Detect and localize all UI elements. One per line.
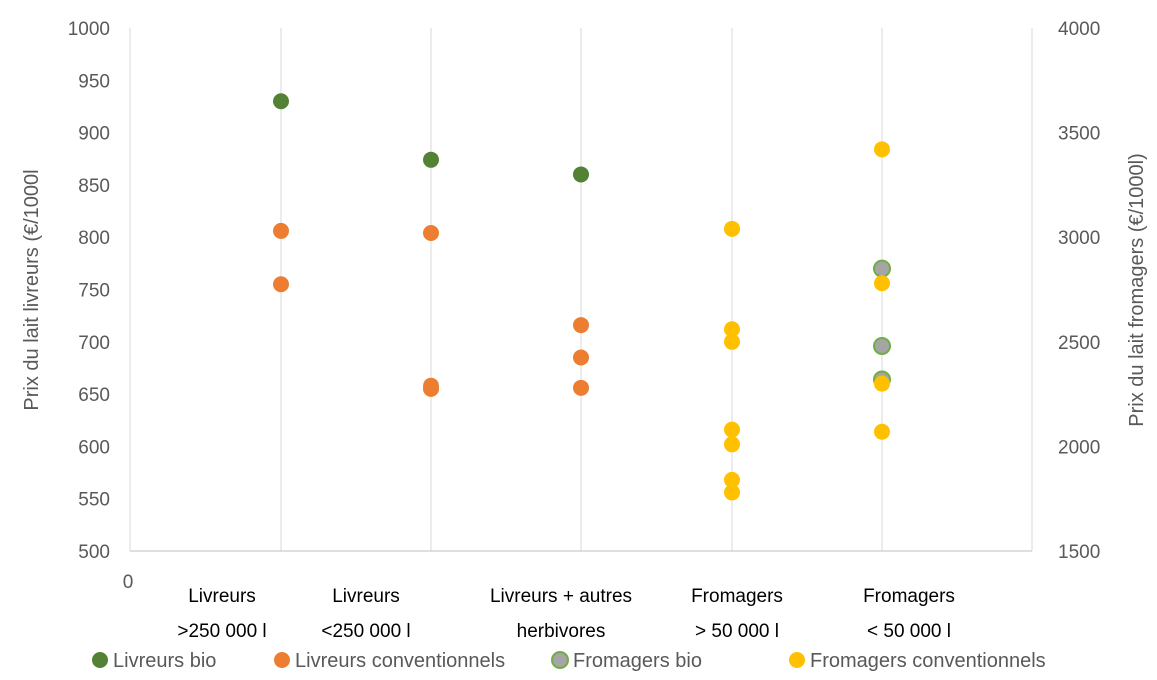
legend-label: Livreurs bio <box>113 650 216 672</box>
y2-tick-label: 3500 <box>1058 124 1100 145</box>
y-tick-label: 850 <box>78 176 110 197</box>
point-livreurs-conventionnels <box>423 380 439 397</box>
point-fromagers-conventionnels <box>724 220 740 237</box>
y2-tick-label: 1500 <box>1058 542 1100 563</box>
point-fromagers-bio <box>873 259 891 278</box>
y-tick-label: 650 <box>78 385 110 406</box>
y-tick-label: 800 <box>78 228 110 249</box>
category-label: >250 000 l <box>177 621 266 642</box>
y2-tick-label: 3000 <box>1058 228 1100 249</box>
category-label: < 50 000 l <box>867 621 951 642</box>
point-livreurs-bio <box>423 151 439 168</box>
point-fromagers-conventionnels <box>724 333 740 350</box>
y-tick-label: 500 <box>78 542 110 563</box>
point-fromagers-conventionnels <box>874 423 890 440</box>
y-tick-label: 900 <box>78 124 110 145</box>
point-livreurs-conventionnels <box>573 349 589 366</box>
y2-tick-label: 2500 <box>1058 333 1100 354</box>
right-axis-title: Prix du lait fromagers (€/1000l) <box>1126 153 1148 426</box>
category-label: Fromagers <box>691 586 783 607</box>
point-fromagers-conventionnels <box>724 471 740 488</box>
y2-tick-label: 4000 <box>1058 19 1100 40</box>
legend-label: Fromagers conventionnels <box>810 650 1046 672</box>
legend-marker <box>92 652 108 668</box>
category-label: <250 000 l <box>321 621 410 642</box>
y-tick-label: 700 <box>78 333 110 354</box>
left-axis-ticks: 500 550 600 650 700 750 800 850 900 950 1000 <box>68 19 110 563</box>
legend-marker <box>789 652 805 668</box>
point-fromagers-bio <box>873 336 891 355</box>
left-axis-title: Prix du lait livreurs (€/1000l <box>21 169 43 410</box>
y-tick-label: 1000 <box>68 19 110 40</box>
category-label: Livreurs <box>188 586 256 607</box>
point-livreurs-bio <box>273 93 289 110</box>
legend-label: Fromagers bio <box>573 650 702 672</box>
right-axis-ticks: 1500 2000 2500 3000 3500 4000 <box>1058 19 1100 563</box>
legend: Livreurs bio Livreurs conventionnels Froma… <box>92 650 1046 672</box>
point-livreurs-conventionnels <box>273 276 289 293</box>
point-livreurs-conventionnels <box>573 317 589 334</box>
category-label: > 50 000 l <box>695 621 779 642</box>
point-livreurs-conventionnels <box>573 379 589 396</box>
legend-marker <box>274 652 290 668</box>
point-fromagers-conventionnels <box>724 421 740 438</box>
x-origin-label: 0 <box>123 572 134 593</box>
legend-label: Livreurs conventionnels <box>295 650 505 672</box>
category-labels: Livreurs >250 000 l Livreurs <250 000 l Livr… <box>177 586 955 642</box>
point-fromagers-conventionnels <box>874 141 890 158</box>
vertical-gridlines <box>129 28 1033 551</box>
y-tick-label: 550 <box>78 490 110 511</box>
category-label: Livreurs + autres <box>490 586 632 607</box>
point-fromagers-conventionnels <box>874 375 890 392</box>
y-tick-label: 750 <box>78 281 110 302</box>
category-label: Livreurs <box>332 586 400 607</box>
point-fromagers-conventionnels <box>724 484 740 501</box>
point-fromagers-conventionnels <box>724 436 740 453</box>
legend-marker <box>551 651 569 669</box>
y2-tick-label: 2000 <box>1058 437 1100 458</box>
point-fromagers-conventionnels <box>874 275 890 292</box>
point-livreurs-conventionnels <box>423 225 439 242</box>
data-points <box>273 93 891 501</box>
category-label: herbivores <box>517 621 606 642</box>
point-livreurs-bio <box>573 166 589 183</box>
category-label: Fromagers <box>863 586 955 607</box>
y-tick-label: 950 <box>78 71 110 92</box>
y-tick-label: 600 <box>78 437 110 458</box>
point-fromagers-conventionnels <box>724 321 740 338</box>
point-livreurs-conventionnels <box>273 222 289 239</box>
